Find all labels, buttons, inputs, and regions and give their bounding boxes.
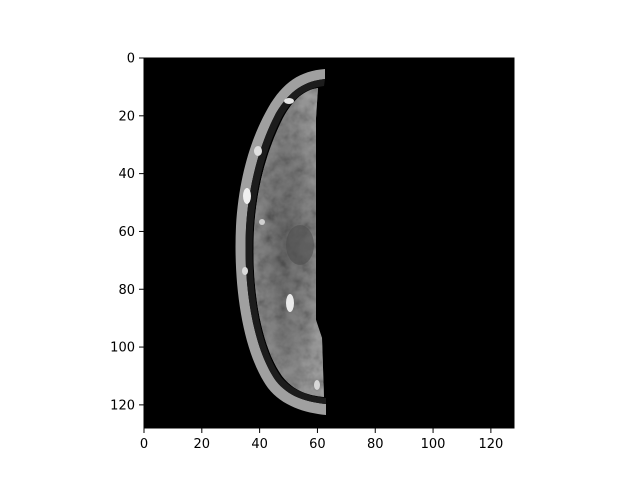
- bright-spot: [243, 188, 251, 204]
- y-tick-label: 0: [127, 52, 135, 67]
- bright-spot: [254, 146, 262, 156]
- x-tick-label: 100: [421, 437, 446, 452]
- mri-slice-image: [235, 69, 326, 415]
- x-tick-label: 20: [194, 437, 211, 452]
- y-tick-label: 120: [110, 398, 135, 413]
- y-tick-label: 80: [118, 283, 135, 298]
- bright-spot: [242, 267, 248, 275]
- x-tick-label: 0: [140, 437, 148, 452]
- y-tick-label: 20: [118, 109, 135, 124]
- bright-spot: [259, 219, 265, 225]
- bright-spot: [314, 380, 320, 390]
- dark-region: [286, 225, 314, 265]
- image-background: [144, 58, 514, 428]
- y-tick-label: 40: [118, 167, 135, 182]
- x-axis: 0 20 40 60 80 100 120: [140, 428, 503, 452]
- y-tick-label: 100: [110, 341, 135, 356]
- x-tick-label: 60: [309, 437, 326, 452]
- axes-frame: [143, 57, 515, 429]
- y-axis: 0 20 40 60 80 100 120: [110, 52, 144, 413]
- x-tick-label: 120: [478, 437, 503, 452]
- bright-spot: [284, 98, 294, 104]
- x-tick-label: 80: [367, 437, 384, 452]
- bright-spot: [286, 294, 294, 312]
- x-tick-label: 40: [251, 437, 268, 452]
- y-tick-label: 60: [118, 225, 135, 240]
